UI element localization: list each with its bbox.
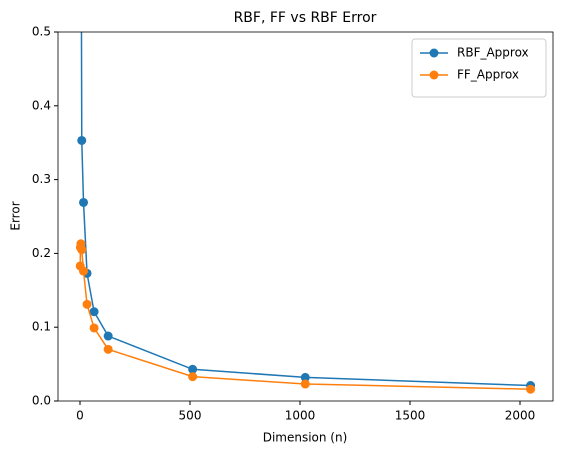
marker (89, 323, 99, 333)
marker (103, 331, 113, 341)
x-tick-label: 2000 (505, 409, 536, 423)
plot-frame (57, 31, 554, 402)
legend-label: RBF_Approx (457, 46, 529, 60)
y-tick-label: 0.5 (32, 25, 51, 39)
chart-title: RBF, FF vs RBF Error (234, 10, 377, 26)
marker (188, 372, 198, 382)
marker (526, 384, 536, 394)
marker (77, 245, 87, 255)
marker (188, 364, 198, 374)
legend-marker (429, 48, 439, 58)
y-tick-label: 0.1 (32, 320, 51, 334)
marker (300, 372, 310, 382)
marker (103, 344, 113, 354)
marker (79, 197, 89, 207)
legend-marker (429, 70, 439, 80)
x-tick-label: 500 (179, 409, 202, 423)
plot-area (75, 32, 536, 394)
y-tick-label: 0.2 (32, 246, 51, 260)
y-tick-label: 0.0 (32, 394, 51, 408)
x-tick-label: 1000 (285, 409, 316, 423)
y-tick-label: 0.4 (32, 98, 51, 112)
marker (300, 379, 310, 389)
legend-label: FF_Approx (457, 68, 519, 82)
marker (79, 266, 89, 276)
x-tick-label: 0 (76, 409, 84, 423)
marker (89, 307, 99, 317)
marker (82, 299, 92, 309)
y-axis-label: Error (9, 201, 23, 230)
y-tick-label: 0.3 (32, 172, 51, 186)
x-axis-label: Dimension (n) (263, 431, 348, 445)
x-tick-label: 1500 (395, 409, 426, 423)
marker (77, 135, 87, 145)
